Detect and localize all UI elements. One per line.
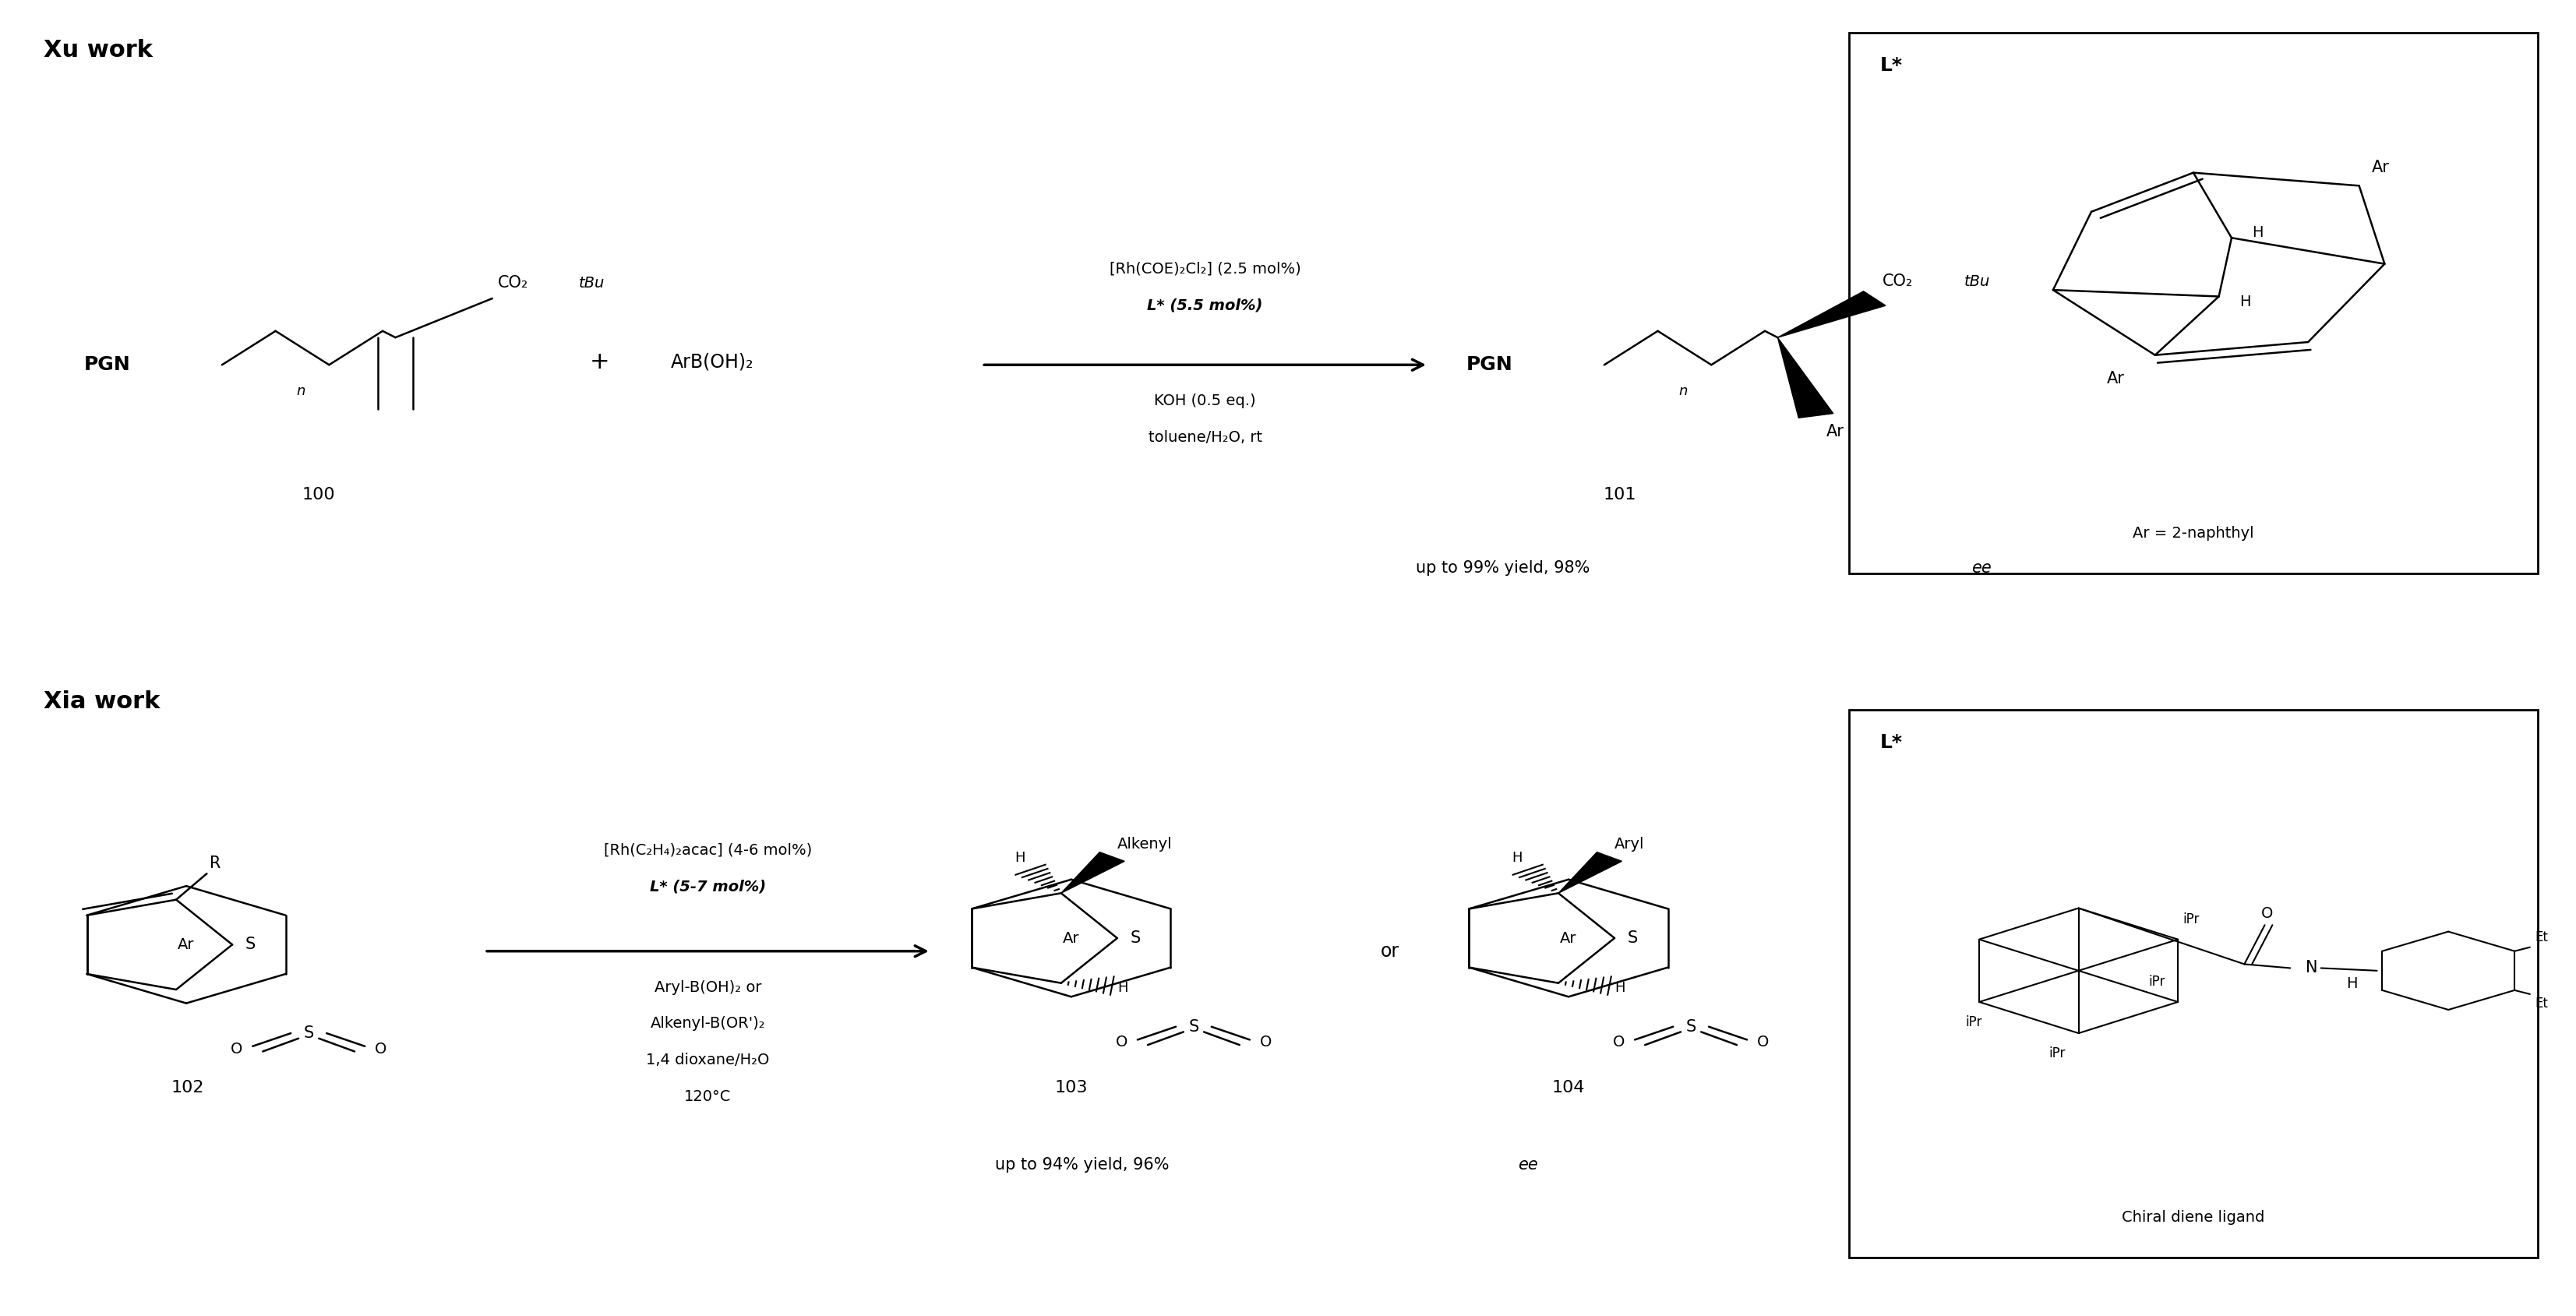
Text: Alkenyl: Alkenyl [1118,837,1172,851]
Text: L*: L* [1880,57,1901,75]
Text: tBu: tBu [580,276,605,291]
Text: KOH (0.5 eq.): KOH (0.5 eq.) [1154,393,1257,408]
Text: iPr: iPr [2148,975,2166,988]
Text: O: O [2262,907,2272,921]
Text: 100: 100 [301,487,335,503]
Text: 104: 104 [1551,1080,1584,1096]
Text: iPr: iPr [2048,1046,2066,1061]
Text: ee: ee [1517,1157,1538,1173]
Text: H: H [2251,225,2264,240]
Text: PGN: PGN [85,355,131,374]
Text: Et: Et [2535,930,2548,945]
Text: H: H [1512,850,1522,865]
Text: up to 99% yield, 98%: up to 99% yield, 98% [1417,561,1595,576]
Text: O: O [1115,1034,1128,1050]
Text: R: R [209,855,222,871]
Text: 1,4 dioxane/H₂O: 1,4 dioxane/H₂O [647,1053,770,1067]
Text: Et: Et [2535,996,2548,1011]
Text: S: S [1188,1019,1198,1034]
Text: O: O [229,1041,242,1057]
Text: +: + [590,351,611,374]
Text: L* (5.5 mol%): L* (5.5 mol%) [1146,297,1262,313]
Text: ee: ee [1971,561,1991,576]
Polygon shape [1777,337,1834,418]
Text: S: S [1685,1019,1695,1034]
Text: 102: 102 [170,1080,204,1096]
Text: 103: 103 [1054,1080,1087,1096]
Text: Chiral diene ligand: Chiral diene ligand [2123,1209,2264,1225]
Bar [1850,33,2537,574]
Text: 120°C: 120°C [685,1090,732,1104]
Text: [Rh(COE)₂Cl₂] (2.5 mol%): [Rh(COE)₂Cl₂] (2.5 mol%) [1110,262,1301,276]
Text: CO₂: CO₂ [497,275,528,291]
Text: up to 94% yield, 96%: up to 94% yield, 96% [994,1157,1175,1173]
Text: iPr: iPr [1965,1015,1984,1029]
Text: H: H [2347,976,2357,991]
Text: n: n [296,384,307,399]
Text: toluene/H₂O, rt: toluene/H₂O, rt [1149,430,1262,445]
Text: CO₂: CO₂ [1883,274,1914,290]
Text: O: O [1260,1034,1273,1050]
Polygon shape [1777,291,1886,337]
Text: 101: 101 [1602,487,1636,503]
Text: tBu: tBu [1963,275,1989,290]
Text: Aryl: Aryl [1615,837,1643,851]
Polygon shape [1061,853,1126,894]
Text: N: N [2306,961,2318,976]
Text: O: O [376,1041,386,1057]
Text: L*: L* [1880,733,1901,753]
Text: L* (5-7 mol%): L* (5-7 mol%) [649,879,765,894]
Text: iPr: iPr [2182,912,2200,926]
Text: S: S [1628,930,1638,946]
Text: S: S [1131,930,1141,946]
Text: Ar: Ar [2372,159,2391,175]
Text: PGN: PGN [1466,355,1512,374]
Text: or: or [1381,942,1399,961]
Text: O: O [1613,1034,1625,1050]
Text: H: H [1015,850,1025,865]
Text: Ar = 2-naphthyl: Ar = 2-naphthyl [2133,526,2254,541]
Text: Ar: Ar [1561,930,1577,945]
Polygon shape [1558,853,1623,894]
Text: Ar: Ar [178,937,196,951]
Text: n: n [1680,384,1687,399]
Text: Xia work: Xia work [44,691,160,713]
Text: Ar: Ar [1826,424,1844,440]
Text: H: H [2239,295,2251,309]
Text: S: S [245,937,255,953]
Text: S: S [304,1025,314,1041]
Text: [Rh(C₂H₄)₂acac] (4-6 mol%): [Rh(C₂H₄)₂acac] (4-6 mol%) [603,842,811,857]
Bar [1850,711,2537,1257]
Text: Xu work: Xu work [44,39,152,62]
Text: ArB(OH)₂: ArB(OH)₂ [670,353,755,371]
Text: O: O [1757,1034,1770,1050]
Text: Aryl-B(OH)₂ or: Aryl-B(OH)₂ or [654,980,762,995]
Text: Alkenyl-B(OR')₂: Alkenyl-B(OR')₂ [649,1016,765,1030]
Text: Ar: Ar [1064,930,1079,945]
Text: H: H [1615,982,1625,995]
Text: Ar: Ar [2107,371,2125,387]
Text: H: H [1118,982,1128,995]
